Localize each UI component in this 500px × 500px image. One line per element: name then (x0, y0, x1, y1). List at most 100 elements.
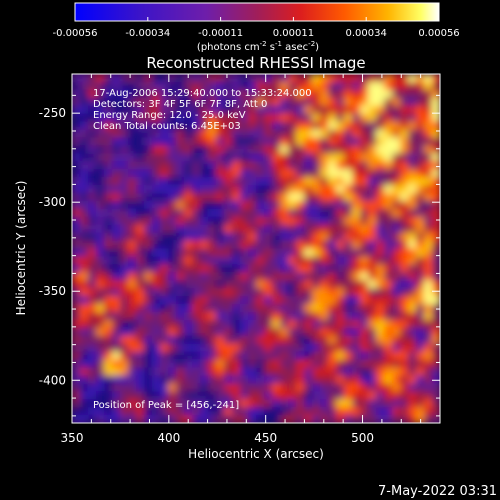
heatmap-cell (88, 121, 97, 131)
heatmap-cell (208, 272, 217, 281)
heatmap-cell (232, 327, 241, 337)
heatmap-cell (120, 185, 129, 194)
heatmap-cell (72, 185, 81, 194)
heatmap-cell (120, 129, 129, 139)
heatmap-cell (392, 288, 401, 297)
heatmap-cell (104, 367, 113, 377)
heatmap-cell (368, 311, 377, 321)
heatmap-cell (384, 169, 393, 178)
heatmap-cell (392, 216, 401, 226)
heatmap-cell (112, 192, 121, 202)
heatmap-cell (264, 145, 273, 154)
heatmap-cell (144, 264, 153, 273)
heatmap-cell (136, 129, 145, 139)
heatmap-cell (160, 145, 169, 154)
heatmap-cell (208, 81, 217, 91)
heatmap-cell (320, 296, 329, 305)
heatmap-cell (416, 335, 425, 345)
heatmap-cell (368, 280, 377, 289)
heatmap-cell (432, 185, 440, 194)
heatmap-cell (208, 335, 217, 345)
heatmap-cell (344, 272, 353, 281)
heatmap-cell (192, 232, 201, 242)
heatmap-cell (352, 335, 361, 345)
heatmap-cell (384, 351, 393, 361)
heatmap-cell (224, 81, 233, 91)
heatmap-cell (208, 161, 217, 170)
heatmap-cell (336, 248, 345, 258)
heatmap-cell (328, 153, 337, 162)
heatmap-cell (360, 192, 369, 202)
heatmap-cell (368, 177, 377, 186)
heatmap-cell (352, 280, 361, 289)
heatmap-cell (176, 391, 185, 400)
heatmap-cell (416, 177, 425, 186)
heatmap-cell (400, 383, 409, 392)
heatmap-cell (184, 335, 193, 345)
heatmap-cell (96, 296, 105, 305)
heatmap-cell (120, 121, 129, 131)
heatmap-cell (168, 192, 177, 202)
heatmap-cell (424, 224, 433, 234)
heatmap-cell (80, 153, 89, 162)
heatmap-cell (272, 272, 281, 281)
heatmap-cell (96, 232, 105, 242)
heatmap-cell (272, 319, 281, 329)
heatmap-cell (80, 177, 89, 186)
heatmap-cell (184, 224, 193, 234)
heatmap-cell (272, 248, 281, 258)
heatmap-cell (104, 264, 113, 273)
heatmap-cell (152, 129, 161, 139)
heatmap-cell (208, 343, 217, 353)
heatmap-cell (144, 311, 153, 321)
heatmap-cell (128, 304, 137, 313)
heatmap-cell (296, 304, 305, 313)
heatmap-cell (360, 200, 369, 210)
heatmap-cell (408, 105, 417, 115)
heatmap-cell (88, 81, 97, 91)
heatmap-cell (328, 105, 337, 115)
heatmap-cell (424, 407, 433, 416)
heatmap-cell (72, 415, 81, 423)
heatmap-cell (392, 200, 401, 210)
heatmap-cell (144, 192, 153, 202)
heatmap-cell (216, 319, 225, 329)
heatmap-cell (216, 359, 225, 369)
heatmap-cell (232, 407, 241, 416)
heatmap-cell (312, 343, 321, 353)
heatmap-cell (408, 335, 417, 345)
heatmap-cell (416, 232, 425, 242)
heatmap-cell (240, 129, 249, 139)
heatmap-cell (136, 280, 145, 289)
heatmap-cell (352, 185, 361, 194)
heatmap-cell (392, 97, 401, 107)
heatmap-cell (416, 240, 425, 250)
heatmap-cell (88, 375, 97, 384)
heatmap-cell (224, 280, 233, 289)
heatmap-cell (304, 272, 313, 281)
heatmap-cell (264, 169, 273, 178)
heatmap-cell (424, 200, 433, 210)
heatmap-cell (392, 89, 401, 99)
heatmap-cell (240, 185, 249, 194)
heatmap-cell (336, 399, 345, 408)
heatmap-cell (248, 327, 257, 337)
heatmap-cell (280, 216, 289, 226)
heatmap-cell (416, 81, 425, 91)
heatmap-cell (136, 169, 145, 178)
heatmap-cell (280, 415, 289, 423)
heatmap-cell (408, 129, 417, 139)
heatmap-cell (320, 248, 329, 258)
heatmap-cell (232, 145, 241, 154)
heatmap-cell (80, 161, 89, 170)
heatmap-cell (352, 137, 361, 146)
heatmap-cell (240, 224, 249, 234)
heatmap-cell (264, 296, 273, 305)
heatmap-cell (424, 399, 433, 408)
heatmap-cell (280, 224, 289, 234)
heatmap-cell (184, 74, 193, 83)
heatmap-cell (128, 145, 137, 154)
heatmap-cell (152, 216, 161, 226)
heatmap-cell (160, 335, 169, 345)
heatmap-cell (312, 185, 321, 194)
